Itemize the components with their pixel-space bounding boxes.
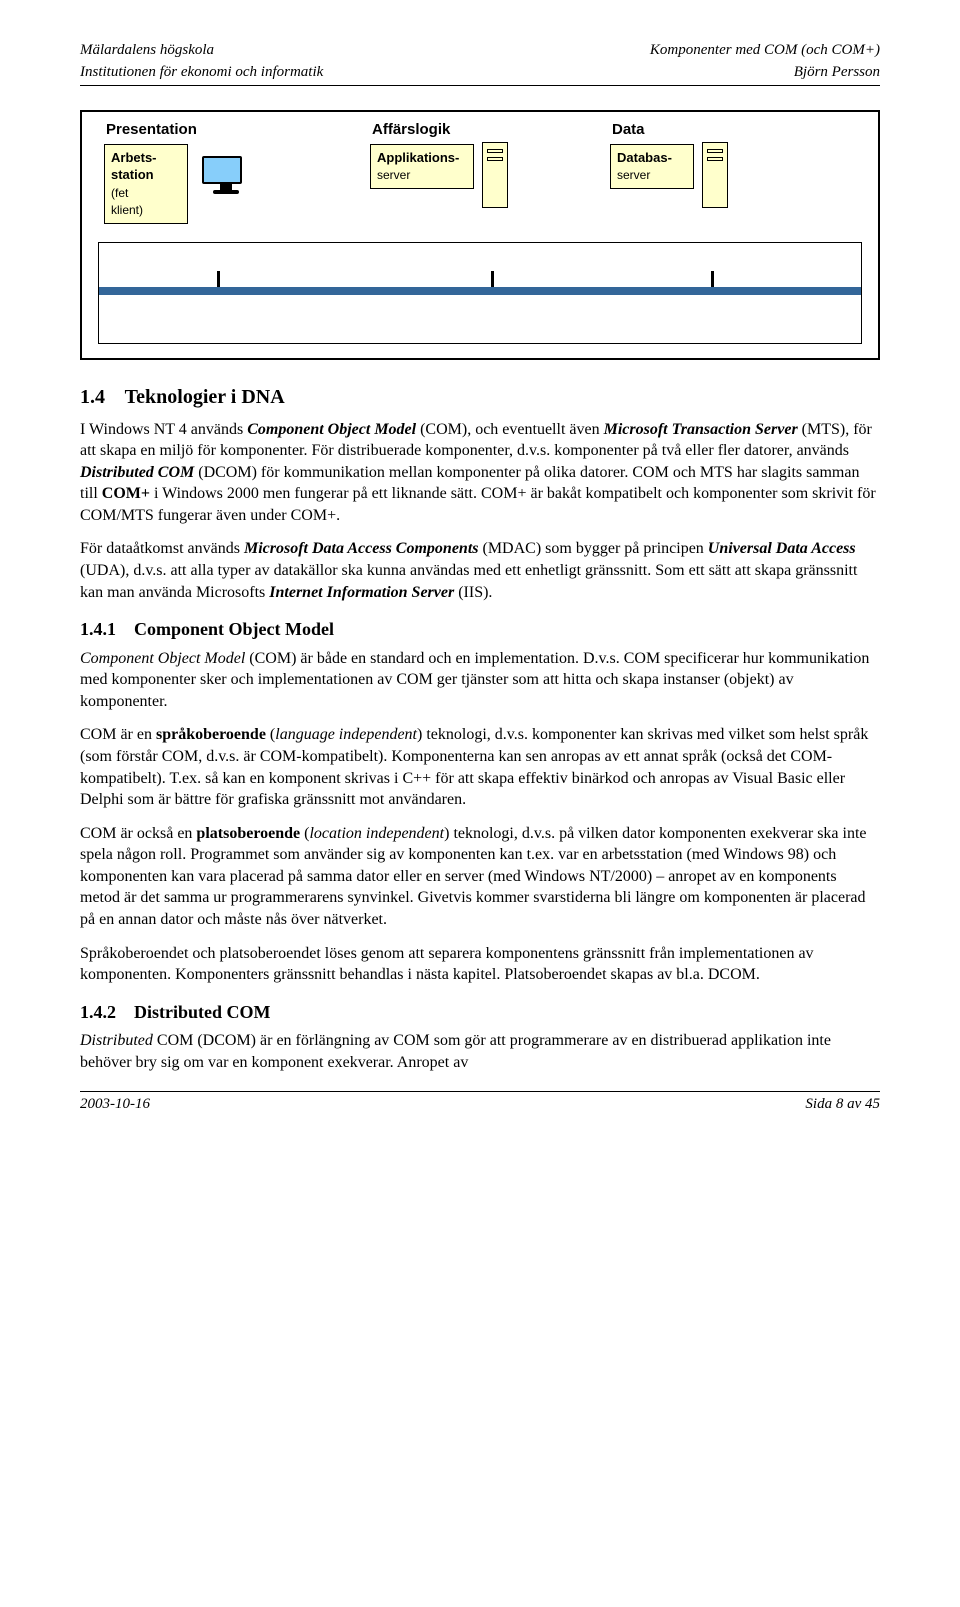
diagram-box-dbserver: Databas- server — [610, 144, 694, 189]
sectitle-1-4: Teknologier i DNA — [125, 386, 285, 408]
stub-ws — [217, 271, 220, 287]
page-header-row1: Mälardalens högskola Komponenter med COM… — [80, 40, 880, 60]
heading-1-4-2: 1.4.2 Distributed COM — [80, 1000, 880, 1024]
diagram-box-workstation: Arbets- station (fet klient) — [104, 144, 188, 224]
diagram-box-appserver: Applikations- server — [370, 144, 474, 189]
sectitle-141: Component Object Model — [134, 619, 334, 639]
stub-app — [491, 271, 494, 287]
box-db-l1: Databas- — [617, 150, 672, 165]
ftr-date: 2003-10-16 — [80, 1094, 150, 1114]
workstation-icon — [202, 156, 250, 194]
heading-1-4: 1.4 Teknologier i DNA — [80, 384, 880, 411]
sectitle-142: Distributed COM — [134, 1002, 271, 1022]
hdr-right2: Björn Persson — [794, 62, 880, 82]
box-ws-l1: Arbets- — [111, 150, 157, 165]
heading-1-4-1: 1.4.1 Component Object Model — [80, 617, 880, 641]
hdr-left1: Mälardalens högskola — [80, 40, 214, 60]
secnum-141: 1.4.1 — [80, 619, 116, 639]
para-14-1: I Windows NT 4 används Component Object … — [80, 419, 880, 527]
box-app-l1: Applikations- — [377, 150, 459, 165]
network-bar — [99, 287, 861, 295]
header-divider — [80, 85, 880, 86]
para-141-2: COM är en språkoberoende (language indep… — [80, 724, 880, 810]
appserver-icon — [482, 142, 508, 208]
stub-db — [711, 271, 714, 287]
diagram-col1-title: Presentation — [106, 120, 197, 140]
footer-divider — [80, 1091, 880, 1092]
page-header-row2: Institutionen för ekonomi och informatik… — [80, 62, 880, 82]
para-141-4: Språkoberoendet och platsoberoendet löse… — [80, 943, 880, 986]
para-141-3: COM är också en platsoberoende (location… — [80, 823, 880, 931]
box-ws-l3: (fet — [111, 186, 128, 200]
dbserver-icon — [702, 142, 728, 208]
para-142-1: Distributed COM (DCOM) är en förlängning… — [80, 1030, 880, 1073]
diagram-col3-title: Data — [612, 120, 645, 140]
box-ws-l2: station — [111, 167, 154, 182]
diagram-network-box — [98, 242, 862, 344]
box-db-l2: server — [617, 168, 650, 182]
hdr-left2: Institutionen för ekonomi och informatik — [80, 62, 323, 82]
page-footer: 2003-10-16 Sida 8 av 45 — [80, 1094, 880, 1114]
architecture-diagram: Presentation Affärslogik Data Arbets- st… — [80, 110, 880, 360]
secnum-1-4: 1.4 — [80, 386, 105, 408]
secnum-142: 1.4.2 — [80, 1002, 116, 1022]
para-14-2: För dataåtkomst används Microsoft Data A… — [80, 538, 880, 603]
hdr-right1: Komponenter med COM (och COM+) — [650, 40, 880, 60]
diagram-col2-title: Affärslogik — [372, 120, 450, 140]
para-141-1: Component Object Model (COM) är både en … — [80, 648, 880, 713]
box-ws-l4: klient) — [111, 203, 143, 217]
box-app-l2: server — [377, 168, 410, 182]
ftr-page: Sida 8 av 45 — [805, 1094, 880, 1114]
